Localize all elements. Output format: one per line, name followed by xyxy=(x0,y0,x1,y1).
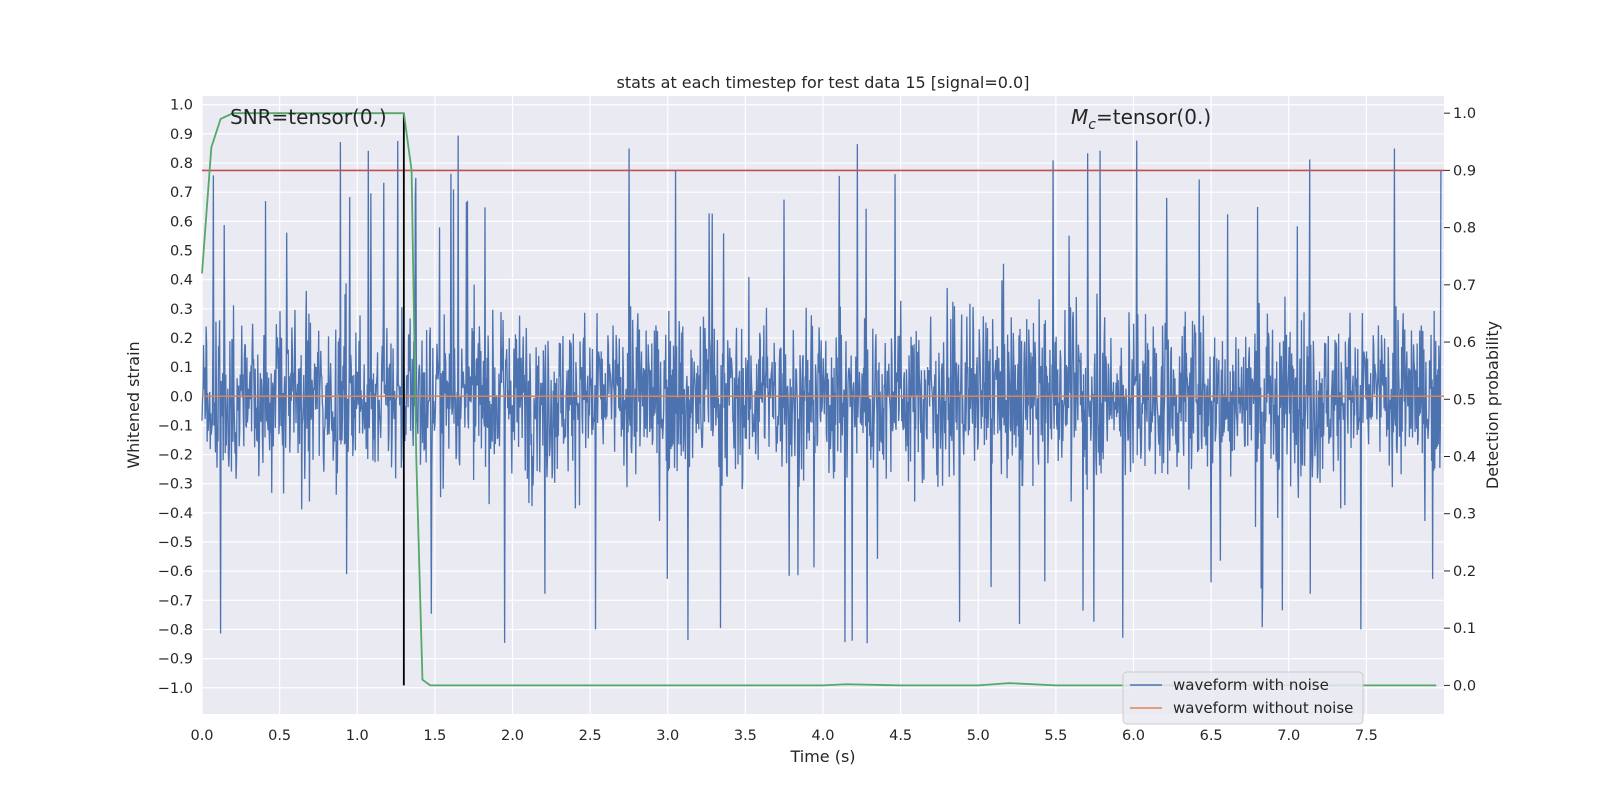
chart-title: stats at each timestep for test data 15 … xyxy=(617,73,1030,92)
snr-annotation: SNR=tensor(0.) xyxy=(230,105,387,129)
y-left-tick-label: −0.5 xyxy=(158,535,193,551)
legend-label-clean: waveform without noise xyxy=(1173,699,1353,717)
y-left-tick-label: 0.1 xyxy=(170,360,193,376)
y-right-tick-label: 0.9 xyxy=(1453,163,1476,179)
y-left-tick-label: 0.6 xyxy=(170,214,193,230)
x-tick-label: 7.0 xyxy=(1277,728,1300,744)
mc-value: =tensor(0.) xyxy=(1096,105,1211,129)
y-left-tick-label: −0.9 xyxy=(158,652,193,668)
x-tick-label: 2.0 xyxy=(501,728,524,744)
x-tick-label: 1.5 xyxy=(423,728,446,744)
y-left-tick-label: 0.4 xyxy=(170,273,193,289)
y-right-tick-label: 0.1 xyxy=(1453,621,1476,637)
mc-annotation: Mc=tensor(0.) xyxy=(1071,105,1211,133)
x-tick-label: 0.0 xyxy=(190,728,213,744)
legend: waveform with noise waveform without noi… xyxy=(1122,671,1364,725)
series-waveform-with-noise xyxy=(201,135,1442,644)
y-right-tick-label: 0.8 xyxy=(1453,221,1476,237)
y-axis-label-right: Detection probability xyxy=(1483,321,1502,489)
x-tick-label: 3.0 xyxy=(656,728,679,744)
y-left-tick-label: −0.4 xyxy=(158,506,193,522)
y-left-tick-label: 0.7 xyxy=(170,185,193,201)
y-left-tick-label: 0.3 xyxy=(170,302,193,318)
y-left-tick-label: 0.8 xyxy=(170,156,193,172)
y-right-tick-label: 0.3 xyxy=(1453,507,1476,523)
detection-probability-line xyxy=(201,112,1437,687)
x-tick-label: 3.5 xyxy=(734,728,757,744)
y-left-tick-label: −0.2 xyxy=(158,448,193,464)
y-left-tick-label: −0.3 xyxy=(158,477,193,493)
x-tick-label: 7.5 xyxy=(1355,728,1378,744)
y-left-tick-label: −0.6 xyxy=(158,564,193,580)
tick-labels: 0.0 0.5 1.0 1.5 2.0 2.5 3.0 3.5 4.0 4.5 5.0 5.5 6.0 6… xyxy=(158,98,1476,744)
grid-lines xyxy=(201,96,1444,714)
y-left-tick-label: 0.2 xyxy=(170,331,193,347)
x-tick-label: 5.5 xyxy=(1044,728,1067,744)
x-tick-label: 2.5 xyxy=(579,728,602,744)
y-left-tick-label: −0.1 xyxy=(158,418,193,434)
series-overlays xyxy=(201,112,1444,687)
y-right-tick-label: 0.7 xyxy=(1453,278,1476,294)
x-tick-label: 6.5 xyxy=(1200,728,1223,744)
x-tick-label: 4.5 xyxy=(889,728,912,744)
noise-waveform-line xyxy=(201,135,1442,644)
y-right-tick-label: 0.6 xyxy=(1453,335,1476,351)
x-axis-label: Time (s) xyxy=(789,747,855,766)
y-right-tick-label: 1.0 xyxy=(1453,106,1476,122)
x-tick-label: 6.0 xyxy=(1122,728,1145,744)
legend-label-noise: waveform with noise xyxy=(1173,676,1329,694)
y-right-tick-label: 0.5 xyxy=(1453,392,1476,408)
y-left-tick-label: −0.8 xyxy=(158,622,193,638)
mc-symbol: M xyxy=(1071,105,1088,129)
y-right-tick-label: 0.4 xyxy=(1453,450,1476,466)
y-left-tick-label: 0.0 xyxy=(170,389,193,405)
x-tick-label: 1.0 xyxy=(346,728,369,744)
y-right-tick-label: 0.0 xyxy=(1453,678,1476,694)
y-left-tick-label: 0.5 xyxy=(170,244,193,260)
mc-subscript: c xyxy=(1088,117,1096,133)
y-left-tick-label: −1.0 xyxy=(158,681,193,697)
y-left-tick-label: −0.7 xyxy=(158,593,193,609)
legend-box xyxy=(1122,671,1364,725)
x-tick-label: 4.0 xyxy=(811,728,834,744)
y-right-tick-label: 0.2 xyxy=(1453,564,1476,580)
y-left-tick-label: 0.9 xyxy=(170,127,193,143)
x-tick-label: 0.5 xyxy=(268,728,291,744)
y-left-tick-label: 1.0 xyxy=(170,98,193,114)
x-tick-label: 5.0 xyxy=(967,728,990,744)
y-axis-label-left: Whitened strain xyxy=(124,341,143,468)
